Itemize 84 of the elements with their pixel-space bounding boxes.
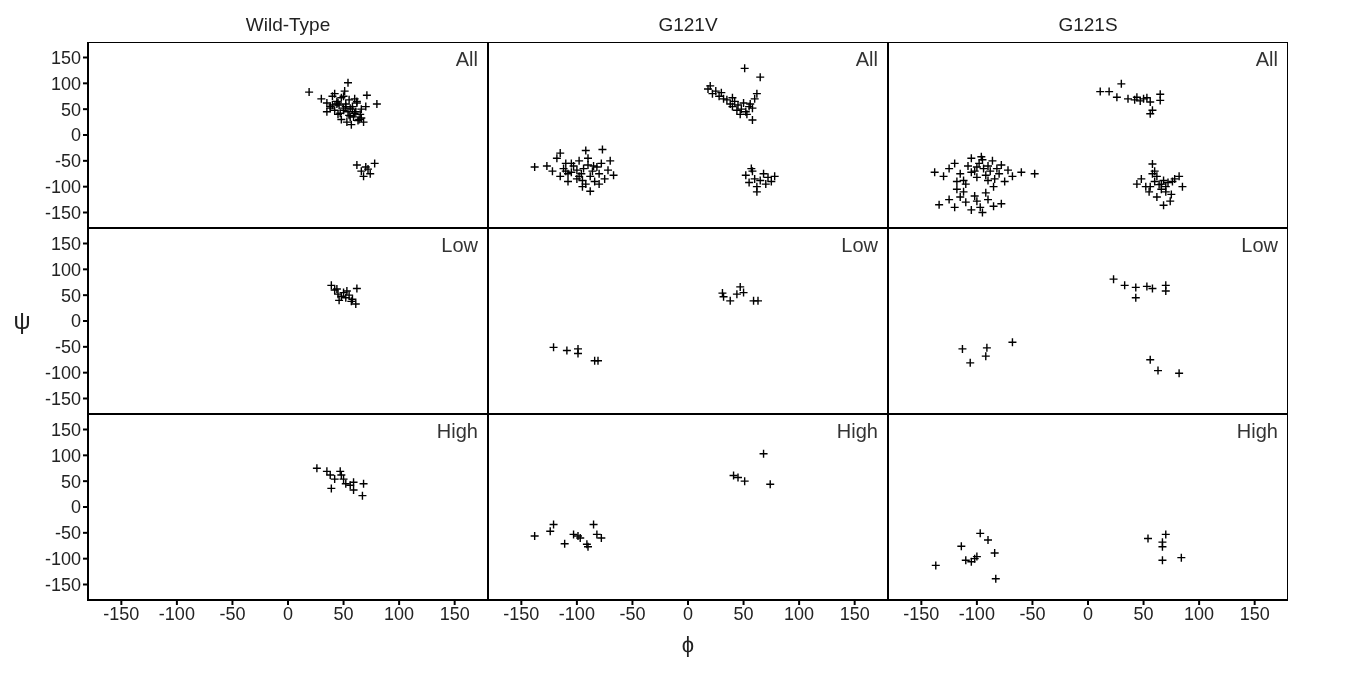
- x-tick-label: 0: [1082, 603, 1094, 624]
- y-tick-label: 100: [50, 73, 81, 94]
- point: [1153, 365, 1163, 376]
- annotation: Low: [1241, 234, 1278, 257]
- point: [981, 351, 991, 361]
- y-tick-label: -100: [44, 363, 81, 384]
- point: [352, 283, 362, 294]
- annotation: High: [436, 420, 478, 443]
- y-tick-label: 100: [50, 445, 81, 466]
- chart-title: G121S: [1057, 13, 1119, 37]
- point: [965, 358, 975, 368]
- x-tick-label: 150: [1239, 603, 1270, 624]
- y-tick-label: 150: [50, 419, 81, 440]
- x-tick-label: -150: [503, 603, 540, 624]
- x-tick-label: -50: [1019, 603, 1046, 624]
- point: [989, 548, 1000, 558]
- y-tick-label: -100: [44, 177, 81, 198]
- y-tick-label: 0: [70, 497, 81, 518]
- point: [1007, 337, 1018, 347]
- point: [304, 87, 314, 97]
- y-tick-label: 150: [50, 233, 81, 254]
- chart-title: G121V: [657, 13, 719, 37]
- y-tick-label: 0: [70, 311, 81, 332]
- x-tick-label: -50: [219, 603, 246, 624]
- y-axis-title: ψ: [12, 306, 32, 336]
- x-tick-label: -100: [158, 603, 195, 624]
- y-tick-label: 50: [60, 471, 81, 492]
- y-tick-label: -150: [44, 202, 81, 223]
- x-tick-label: 50: [733, 603, 754, 624]
- y-tick-label: 50: [60, 99, 81, 120]
- annotation: Low: [441, 234, 478, 257]
- point: [362, 90, 372, 100]
- point: [991, 574, 1001, 584]
- point: [529, 531, 540, 541]
- x-tick-label: 150: [839, 603, 870, 624]
- y-tick-label: 50: [60, 285, 81, 306]
- point: [732, 289, 742, 299]
- point: [573, 348, 583, 359]
- annotation: All: [1255, 48, 1278, 71]
- x-tick-label: -150: [103, 603, 140, 624]
- y-tick-label: -150: [44, 388, 81, 409]
- x-axis-title: ϕ: [680, 632, 696, 658]
- point: [983, 535, 993, 545]
- x-tick-label: -50: [619, 603, 646, 624]
- x-tick-label: 0: [282, 603, 294, 624]
- point: [596, 533, 607, 543]
- point: [343, 78, 353, 88]
- x-tick-label: 50: [333, 603, 354, 624]
- point: [562, 345, 572, 356]
- y-tick-label: -50: [54, 523, 81, 544]
- annotation: Low: [841, 234, 878, 257]
- point: [339, 86, 350, 96]
- x-tick-label: -150: [903, 603, 940, 624]
- y-tick-label: 150: [50, 47, 81, 68]
- y-tick-label: 0: [70, 125, 81, 146]
- x-tick-label: 100: [1184, 603, 1215, 624]
- annotation: High: [1236, 420, 1278, 443]
- point: [342, 286, 352, 296]
- x-tick-label: 100: [384, 603, 415, 624]
- point: [982, 343, 992, 353]
- chart-title: Wild-Type: [244, 13, 332, 37]
- y-tick-label: -50: [54, 337, 81, 358]
- point: [753, 296, 763, 306]
- point: [957, 344, 968, 354]
- point: [329, 474, 340, 484]
- x-tick-label: -100: [958, 603, 995, 624]
- annotation: All: [455, 48, 478, 71]
- y-tick-label: 100: [50, 259, 81, 280]
- x-tick-label: 50: [1133, 603, 1154, 624]
- point: [1108, 274, 1119, 284]
- y-tick-label: -150: [44, 574, 81, 595]
- point: [372, 99, 382, 109]
- x-tick-label: -100: [558, 603, 595, 624]
- x-tick-label: 0: [682, 603, 694, 624]
- annotation: All: [855, 48, 878, 71]
- y-tick-label: -50: [54, 151, 81, 172]
- point: [1174, 368, 1184, 378]
- annotation: High: [836, 420, 878, 443]
- point: [312, 463, 322, 473]
- y-tick-label: -100: [44, 549, 81, 570]
- x-tick-label: 150: [439, 603, 470, 624]
- point: [1161, 286, 1171, 296]
- x-tick-label: 100: [784, 603, 815, 624]
- point: [1143, 533, 1153, 544]
